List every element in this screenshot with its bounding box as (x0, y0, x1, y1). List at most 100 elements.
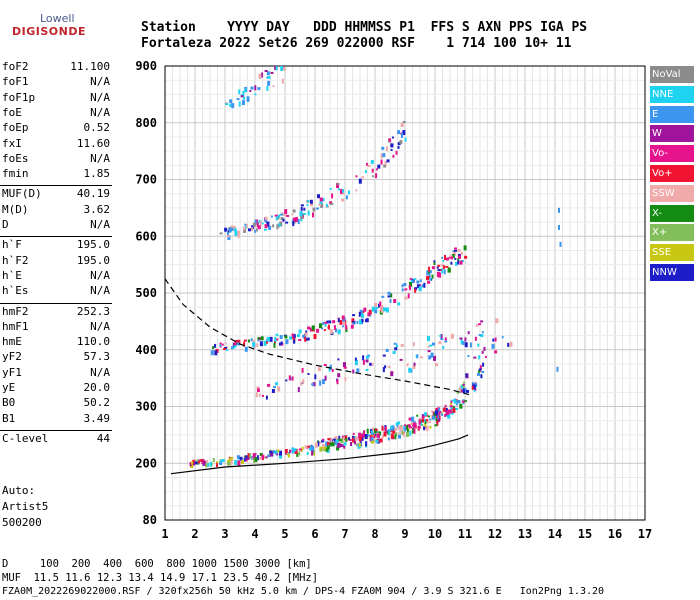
echo-point (332, 320, 336, 324)
echo-point (279, 455, 283, 459)
echo-point (392, 154, 395, 158)
echo-point (436, 420, 439, 426)
echo-point (280, 217, 284, 221)
echo-point (371, 168, 374, 173)
echo-point (413, 420, 416, 424)
echo-point (342, 189, 345, 193)
echo-point (394, 434, 397, 440)
param-row: B0 50.2 (2, 396, 110, 409)
echo-point (212, 346, 215, 350)
y-tick-label: 600 (135, 229, 157, 243)
echo-point (437, 264, 441, 267)
param-row: foF1p N/A (2, 91, 110, 104)
echo-point (402, 121, 406, 123)
echo-point (244, 223, 247, 226)
echo-point (431, 266, 435, 270)
echo-point (219, 232, 223, 235)
echo-point (413, 362, 416, 367)
echo-point (256, 388, 260, 392)
echo-point (330, 203, 334, 205)
echo-point (329, 441, 332, 447)
echo-point (418, 286, 422, 292)
echo-point (477, 343, 480, 347)
echo-point (243, 226, 246, 231)
x-tick-label: 13 (518, 527, 532, 541)
echo-point (423, 412, 427, 417)
echo-point (452, 405, 455, 409)
echo-point (429, 344, 433, 347)
echo-point (202, 460, 206, 466)
echo-point (354, 357, 357, 361)
echo-point (243, 341, 246, 347)
x-tick-label: 5 (281, 527, 288, 541)
echo-point (413, 428, 416, 434)
echo-point (277, 216, 280, 220)
echo-point (379, 301, 382, 307)
echo-point (447, 413, 451, 419)
echo-point (259, 453, 263, 456)
echo-point (280, 66, 284, 71)
legend-item: W (650, 125, 694, 143)
echo-point (267, 454, 271, 458)
echo-point (300, 206, 303, 211)
echo-point (302, 212, 306, 215)
param-value: N/A (90, 365, 110, 379)
echo-point (433, 262, 436, 265)
echo-point (358, 178, 362, 184)
echo-point (243, 228, 246, 233)
echo-point (444, 413, 447, 417)
x-tick-label: 9 (401, 527, 408, 541)
echo-point (324, 323, 327, 327)
echo-point (289, 336, 292, 340)
echo-point (432, 342, 435, 346)
echo-point (397, 145, 400, 149)
echo-point (367, 165, 371, 167)
echo-point (196, 462, 200, 465)
echo-point (381, 435, 384, 438)
echo-point (354, 439, 356, 445)
param-name: foEs (2, 151, 29, 165)
echo-point (406, 425, 409, 430)
param-value: N/A (90, 284, 110, 298)
param-value: N/A (90, 319, 110, 333)
echo-point (274, 336, 277, 342)
logo-lowell-text: Lowell (40, 12, 75, 25)
echo-point (434, 424, 438, 427)
echo-point (427, 350, 431, 353)
echo-point (311, 383, 315, 386)
echo-point (254, 457, 258, 462)
echo-point (302, 334, 305, 338)
echo-point (329, 201, 333, 205)
echo-point (406, 431, 409, 437)
x-tick-label: 4 (251, 527, 258, 541)
echo-point (266, 336, 270, 341)
echo-point (317, 367, 321, 372)
echo-point (327, 324, 330, 330)
echo-point (343, 366, 347, 369)
echo-point (248, 228, 251, 232)
echo-point (441, 412, 443, 415)
echo-point (443, 269, 446, 275)
echo-point (361, 176, 365, 179)
echo-point (492, 338, 495, 342)
echo-point (224, 342, 227, 345)
echo-point (372, 427, 374, 432)
echo-point (409, 285, 411, 291)
legend-item: NoVal (650, 66, 694, 83)
echo-point (305, 330, 308, 333)
echo-point (475, 383, 478, 388)
echo-point (478, 369, 481, 373)
footer-distance-line: D 100 200 400 600 800 1000 1500 3000 [km… (2, 558, 312, 570)
echo-point (343, 445, 346, 449)
echo-point (374, 303, 377, 308)
echo-point (319, 201, 323, 205)
echo-point (337, 442, 341, 448)
echo-point (362, 310, 365, 313)
echo-point (379, 438, 383, 443)
echo-point (353, 437, 356, 440)
echo-point (291, 376, 294, 381)
echo-point (391, 136, 394, 139)
y-tick-label: 900 (135, 59, 157, 73)
echo-point (385, 348, 389, 352)
echo-point (284, 209, 288, 215)
